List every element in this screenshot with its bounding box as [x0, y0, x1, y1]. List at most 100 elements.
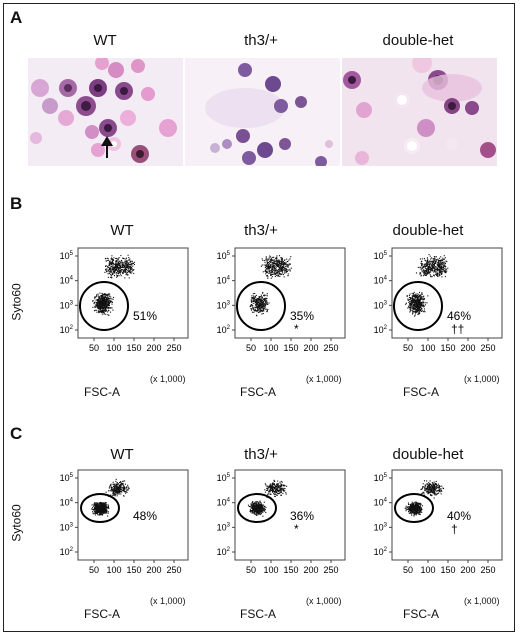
- x-tick-label: 100: [263, 565, 278, 575]
- y-tick-label: 105: [374, 473, 388, 483]
- scatter-plot-1: 105 104 103 102 50 100 150 200 250 51%: [60, 247, 189, 353]
- y-tick-label: 104: [374, 276, 388, 286]
- gate-circle: [236, 281, 286, 331]
- x-tick-label: 150: [283, 343, 298, 353]
- y-tick-label: 104: [217, 276, 231, 286]
- x-tick-label: 150: [126, 343, 141, 353]
- panel-b-xunit-3: (x 1,000): [464, 374, 500, 384]
- x-tick-label: 100: [420, 565, 435, 575]
- y-tick-label: 103: [60, 300, 74, 310]
- gate-circle: [393, 281, 443, 331]
- x-tick-label: 50: [403, 565, 413, 575]
- y-tick-label: 103: [217, 300, 231, 310]
- panel-b-xunit-2: (x 1,000): [306, 374, 342, 384]
- x-tick-label: 100: [106, 565, 121, 575]
- scatter-plot-2: 105 104 103 102 50 100 150 200 250 36%*: [217, 469, 346, 575]
- y-tick-label: 102: [374, 547, 388, 557]
- plot-frame: [391, 469, 503, 561]
- gate-circle: [237, 493, 277, 523]
- y-tick-label: 104: [60, 276, 74, 286]
- gate-circle: [80, 493, 120, 523]
- x-tick-label: 50: [246, 565, 256, 575]
- micrograph-double-het: [342, 58, 497, 166]
- panel-b-title-th3: th3/+: [244, 222, 278, 239]
- x-tick-label: 50: [89, 343, 99, 353]
- panel-label-a: A: [10, 8, 23, 27]
- plot-frame: [234, 247, 346, 339]
- plot-frame: [391, 247, 503, 339]
- gate-circle: [394, 493, 434, 523]
- y-tick-label: 102: [374, 325, 388, 335]
- plot-frame: [234, 469, 346, 561]
- panel-a-title-double-het: double-het: [382, 32, 454, 49]
- gate-percent: 35%: [290, 309, 314, 323]
- y-tick-label: 105: [374, 251, 388, 261]
- micrograph-th3: [185, 58, 340, 166]
- panel-a-title-wt: WT: [93, 32, 117, 49]
- x-tick-label: 150: [126, 565, 141, 575]
- x-tick-label: 200: [146, 565, 161, 575]
- x-tick-label: 250: [166, 343, 181, 353]
- panel-c-xunit-2: (x 1,000): [306, 596, 342, 606]
- panel-b-xunit-1: (x 1,000): [150, 374, 186, 384]
- y-tick-label: 102: [217, 325, 231, 335]
- x-tick-label: 200: [303, 565, 318, 575]
- scatter-plot-3: 105 104 103 102 50 100 150 200 250 40%†: [374, 469, 503, 575]
- y-tick-label: 103: [60, 522, 74, 532]
- micrograph-wt: [28, 58, 183, 166]
- y-tick-label: 102: [60, 547, 74, 557]
- panel-label-b: B: [10, 194, 23, 213]
- y-tick-label: 105: [217, 251, 231, 261]
- figure-frame: [3, 3, 515, 632]
- x-tick-label: 50: [403, 343, 413, 353]
- gate-percent: 46%: [447, 309, 471, 323]
- x-tick-label: 50: [246, 343, 256, 353]
- scatter-plot-2: 105 104 103 102 50 100 150 200 250 35%*: [217, 247, 346, 353]
- x-tick-label: 200: [460, 343, 475, 353]
- panel-b-xlabel-3: FSC-A: [403, 385, 439, 399]
- significance-mark: †: [451, 522, 458, 536]
- panel-b-title-wt: WT: [110, 222, 134, 239]
- significance-mark: ††: [451, 322, 464, 336]
- panel-b-xlabel-1: FSC-A: [84, 385, 120, 399]
- x-tick-label: 150: [440, 343, 455, 353]
- scatter-dots: [91, 478, 130, 517]
- panel-label-c: C: [10, 424, 23, 443]
- panel-b-xlabel-2: FSC-A: [240, 385, 276, 399]
- significance-mark: *: [294, 322, 299, 336]
- scatter-dots: [92, 254, 136, 316]
- significance-mark: *: [294, 522, 299, 536]
- panel-c-xunit-3: (x 1,000): [464, 596, 500, 606]
- gate-percent: 40%: [447, 509, 471, 523]
- panel-c-xlabel-3: FSC-A: [403, 607, 439, 621]
- y-tick-label: 105: [60, 251, 74, 261]
- x-tick-label: 200: [460, 565, 475, 575]
- gate-percent: 48%: [133, 509, 157, 523]
- plot-frame: [77, 469, 189, 561]
- scatter-dots: [249, 255, 292, 317]
- x-tick-label: 200: [146, 343, 161, 353]
- panel-a-title-th3: th3/+: [244, 32, 278, 49]
- panel-b-title-double-het: double-het: [392, 222, 464, 239]
- micrograph-th3-cells: [185, 58, 340, 166]
- y-tick-label: 102: [217, 547, 231, 557]
- scatter-dots: [404, 480, 445, 517]
- x-tick-label: 100: [420, 343, 435, 353]
- x-tick-label: 250: [480, 565, 495, 575]
- micrograph-wt-cells: [28, 58, 183, 166]
- panel-c-xlabel-2: FSC-A: [240, 607, 276, 621]
- scatter-plot-1: 105 104 103 102 50 100 150 200 250 48%: [60, 469, 189, 575]
- panel-c-xunit-1: (x 1,000): [150, 596, 186, 606]
- micrograph-double-het-cells: [342, 58, 497, 166]
- y-tick-label: 102: [60, 325, 74, 335]
- y-tick-label: 105: [217, 473, 231, 483]
- x-tick-label: 150: [283, 565, 298, 575]
- panel-c-xlabel-1: FSC-A: [84, 607, 120, 621]
- gate-percent: 36%: [290, 509, 314, 523]
- scatter-dots: [247, 479, 288, 517]
- x-tick-label: 250: [480, 343, 495, 353]
- scatter-dots: [405, 254, 449, 317]
- x-tick-label: 100: [263, 343, 278, 353]
